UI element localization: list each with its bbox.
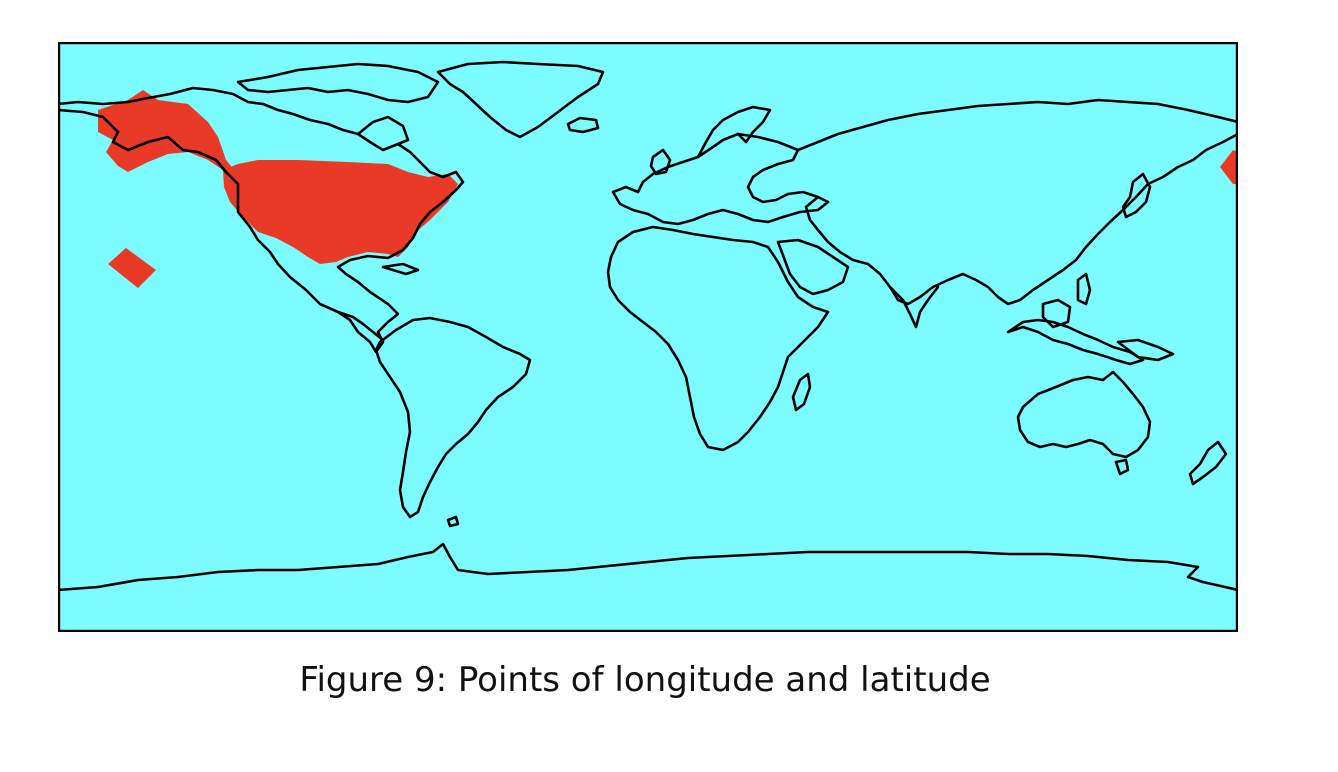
coastline-southeast-asia-islands — [1006, 318, 1145, 366]
coastline-asia — [796, 98, 1238, 306]
coastline-arctic-islands — [236, 62, 440, 104]
coastlines — [58, 60, 1238, 592]
coastline-new-guinea — [1116, 338, 1175, 362]
ocean-background — [58, 42, 1238, 632]
coastline-south-america — [374, 316, 532, 519]
figure-caption: Figure 9: Points of longitude and latitu… — [299, 660, 991, 700]
coastline-greenland — [436, 60, 605, 139]
coastline-africa — [606, 225, 830, 452]
coastline-great-britain — [649, 148, 672, 176]
coastline-central-america — [336, 310, 385, 342]
highlight-contiguous-us — [223, 160, 458, 264]
coastline-scandinavia — [696, 105, 772, 159]
coastline-australia — [1016, 370, 1152, 459]
highlighted-regions — [98, 90, 1238, 288]
coastline-cuba — [381, 262, 420, 276]
coastline-new-zealand — [1188, 440, 1228, 486]
coastline-iceland — [566, 116, 600, 134]
coastline-arabian-peninsula — [776, 238, 850, 296]
world-map-canvas — [58, 42, 1238, 632]
highlight-hawaii — [108, 248, 156, 288]
coastline-north-america — [58, 86, 465, 354]
coastline-tasmania — [1114, 458, 1130, 476]
world-map — [58, 42, 1238, 632]
coastline-japan — [1121, 172, 1152, 219]
coastline-philippines — [1076, 272, 1092, 306]
coastline-india — [888, 285, 940, 329]
coastline-madagascar — [791, 372, 812, 412]
highlight-aleutians-west — [1220, 150, 1238, 184]
coastline-borneo — [1041, 298, 1072, 329]
coastline-falklands — [446, 515, 460, 528]
map-frame — [58, 42, 1238, 632]
coastline-hudson-bay — [356, 115, 410, 146]
coastline-europe — [611, 132, 830, 226]
coastline-antarctica — [58, 542, 1238, 592]
highlight-alaska — [98, 90, 236, 172]
